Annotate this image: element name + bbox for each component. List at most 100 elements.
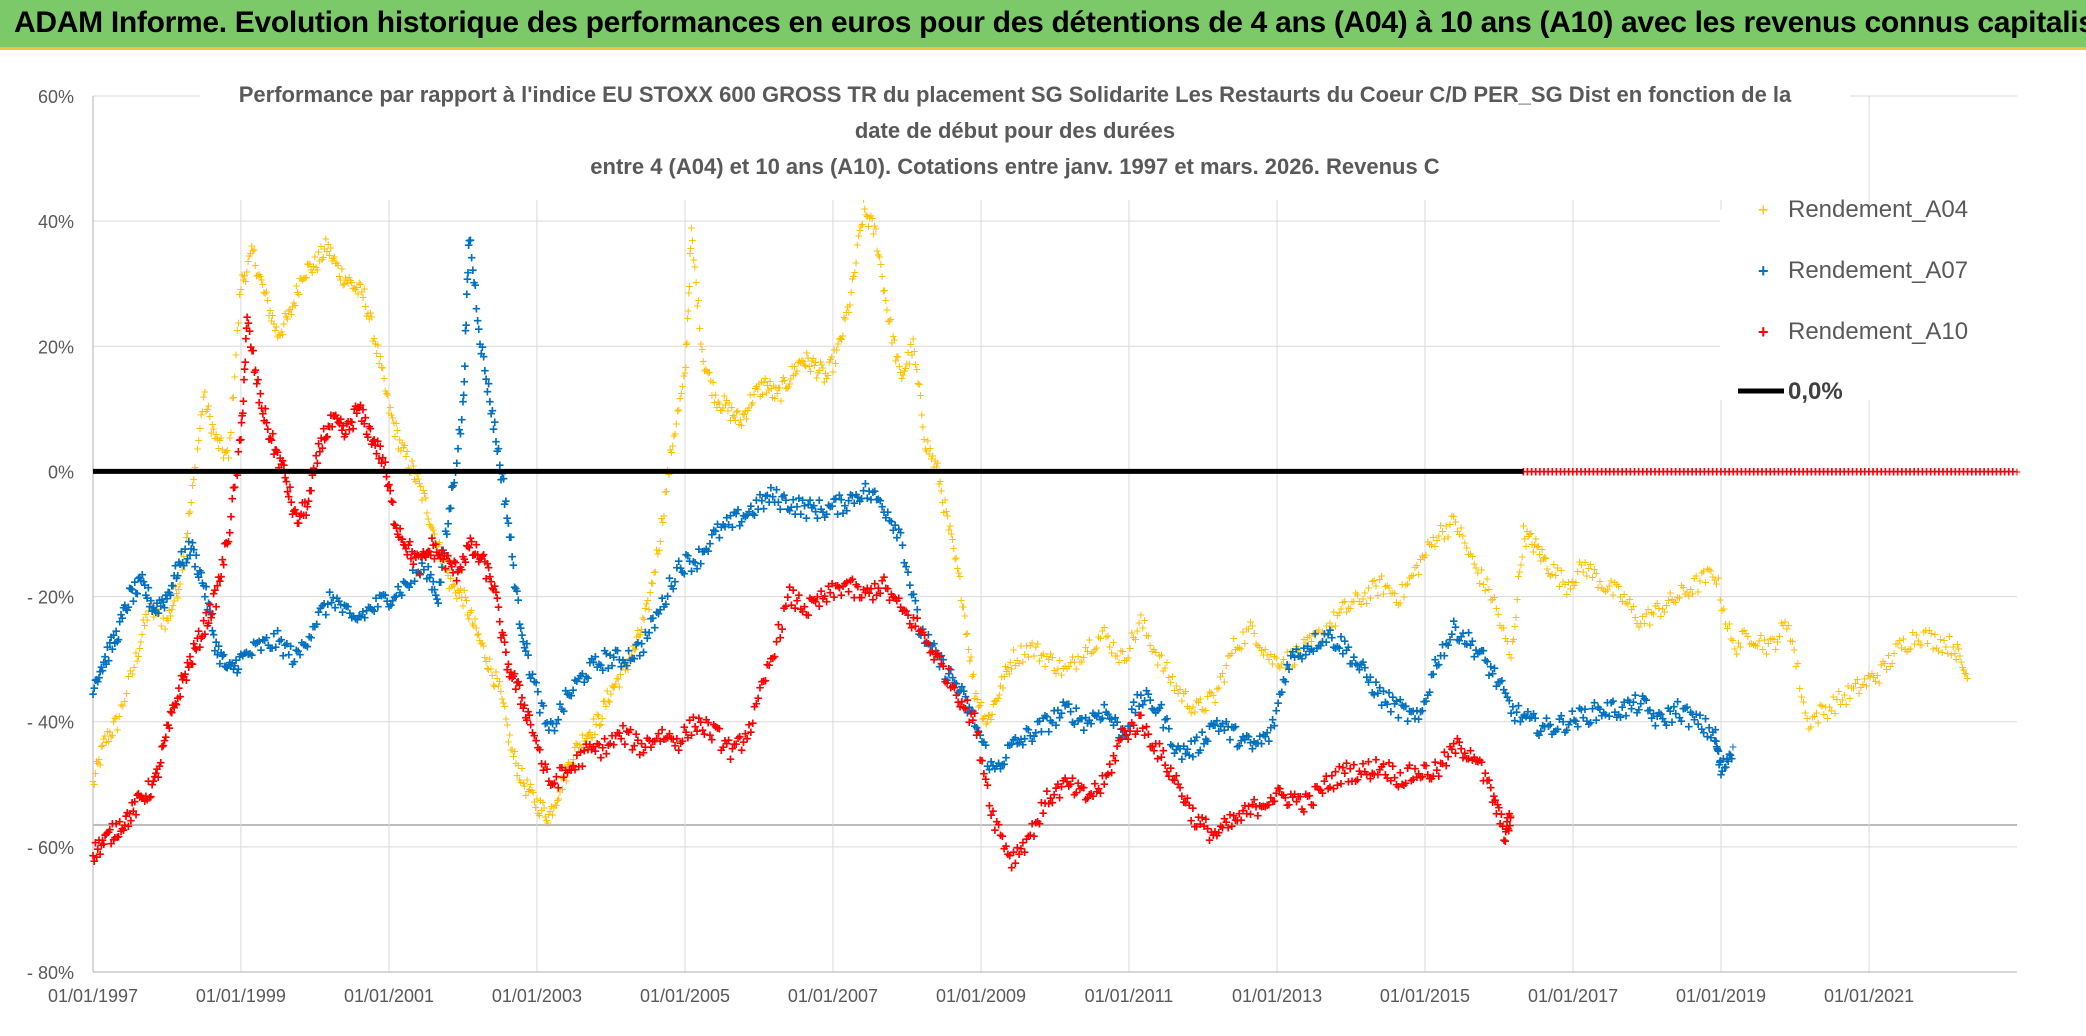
data-point: +: [210, 420, 218, 436]
data-point: +: [255, 266, 263, 282]
legend-marker-a04: +: [1758, 200, 1769, 220]
data-point: +: [143, 590, 152, 607]
data-point: +: [514, 757, 522, 773]
data-point: +: [388, 494, 397, 511]
data-point: +: [1736, 639, 1744, 655]
data-point: +: [647, 574, 655, 590]
data-point: +: [216, 432, 224, 448]
data-point: +: [1487, 591, 1495, 607]
data-point: +: [433, 538, 441, 554]
data-point: +: [275, 633, 284, 650]
data-point: +: [1091, 641, 1099, 657]
data-point: +: [788, 358, 796, 374]
data-point: +: [1455, 526, 1463, 542]
data-point: +: [1555, 578, 1563, 594]
data-point: +: [215, 440, 223, 456]
data-point: +: [305, 256, 313, 272]
data-point: +: [1187, 705, 1195, 721]
data-point: +: [1222, 657, 1230, 673]
data-point: +: [257, 271, 265, 287]
data-point: +: [834, 336, 842, 352]
data-point: +: [96, 757, 104, 773]
data-point: +: [1660, 603, 1668, 619]
data-point: +: [681, 364, 689, 380]
data-point: +: [104, 653, 113, 670]
data-point: +: [884, 313, 892, 329]
data-point: +: [519, 775, 527, 791]
data-point: +: [1644, 601, 1652, 617]
data-point: +: [1844, 678, 1852, 694]
y-tick-label: - 60%: [27, 838, 74, 858]
data-point: +: [823, 370, 831, 386]
data-point: +: [1696, 572, 1704, 588]
data-point: +: [199, 577, 208, 594]
data-point: +: [956, 568, 964, 584]
data-point: +: [269, 307, 277, 323]
data-point: +: [1001, 658, 1009, 674]
data-point: +: [974, 699, 982, 715]
data-point: +: [1777, 615, 1785, 631]
data-point: +: [368, 309, 376, 325]
data-point: +: [216, 655, 225, 672]
data-point: +: [301, 637, 310, 654]
data-point: +: [246, 646, 255, 663]
data-point: +: [601, 692, 609, 708]
data-point: +: [1533, 539, 1541, 555]
data-point: +: [931, 452, 939, 468]
data-point: +: [107, 728, 115, 744]
data-point: +: [176, 575, 184, 591]
data-point: +: [841, 311, 849, 327]
data-point: +: [547, 798, 555, 814]
data-point: +: [1746, 636, 1754, 652]
data-point: +: [271, 639, 280, 656]
data-point: +: [1313, 624, 1321, 640]
data-point: +: [149, 599, 158, 616]
data-point: +: [1864, 667, 1872, 683]
data-point: +: [1692, 568, 1700, 584]
data-point: +: [120, 597, 129, 614]
data-point: +: [188, 534, 197, 551]
data-point: +: [135, 569, 144, 586]
data-point: +: [386, 399, 394, 415]
data-point: +: [1202, 702, 1210, 718]
data-point: +: [829, 364, 837, 380]
data-point: +: [990, 693, 998, 709]
grid-lines: [92, 95, 2017, 973]
data-point: +: [115, 708, 123, 724]
data-point: +: [562, 773, 570, 789]
data-point: +: [89, 686, 98, 703]
data-point: +: [650, 564, 658, 580]
data-point: +: [962, 626, 970, 642]
data-point: +: [228, 655, 237, 672]
data-point: +: [465, 610, 473, 626]
data-point: +: [171, 578, 179, 594]
data-point: +: [1022, 638, 1030, 654]
data-point: +: [591, 726, 599, 742]
data-point: +: [213, 430, 221, 446]
data-point: +: [232, 347, 240, 363]
data-point: +: [1827, 703, 1835, 719]
data-point: +: [277, 324, 285, 340]
performance-chart: 60%40%20%0%- 20%- 40%- 60%- 80% 01/01/19…: [0, 50, 2086, 1031]
data-point: +: [820, 374, 828, 390]
data-point: +: [1873, 667, 1881, 683]
data-point: +: [565, 754, 573, 770]
data-point: +: [1283, 644, 1291, 660]
data-point: +: [159, 594, 168, 611]
data-point: +: [1945, 628, 1953, 644]
data-point: +: [982, 715, 990, 731]
data-point: +: [1649, 606, 1657, 622]
legend-label-zero: 0,0%: [1788, 378, 1843, 405]
data-point: +: [979, 710, 987, 726]
data-point: +: [852, 255, 860, 271]
data-point: +: [155, 605, 163, 621]
data-point: +: [802, 358, 810, 374]
data-point: +: [211, 642, 220, 659]
data-point: +: [572, 735, 580, 751]
data-point: +: [1512, 609, 1520, 625]
data-point: +: [1402, 577, 1410, 593]
data-point: +: [869, 226, 877, 242]
data-point: +: [432, 539, 440, 555]
data-point: +: [117, 697, 125, 713]
data-point: +: [688, 232, 696, 248]
